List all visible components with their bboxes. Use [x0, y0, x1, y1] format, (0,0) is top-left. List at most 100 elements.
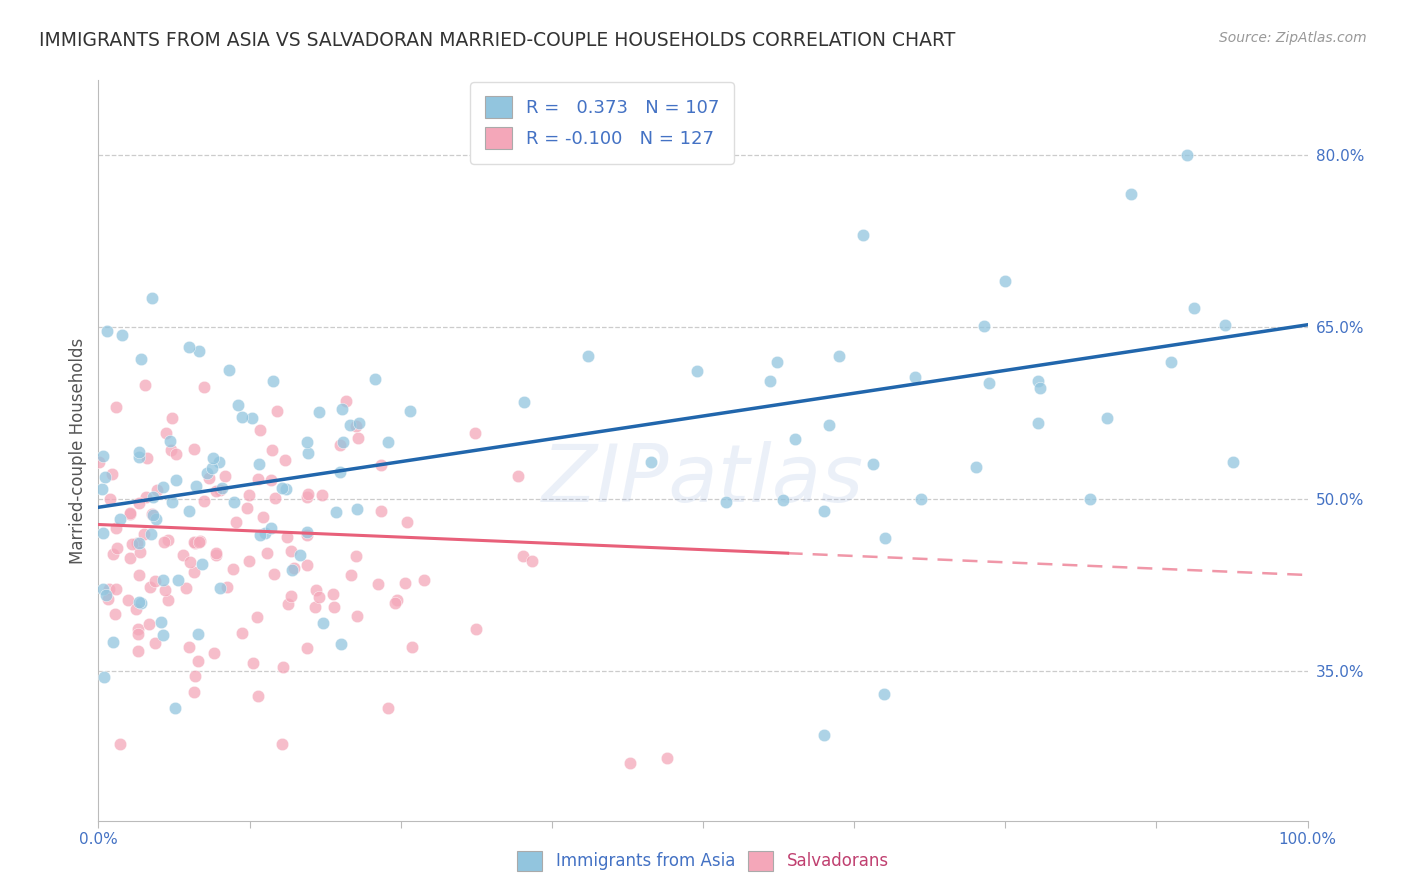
Point [128, 545, 150, 559]
Point [328, 437, 350, 451]
Point [131, 351, 153, 366]
Point [260, 473, 283, 487]
Point [329, 466, 352, 480]
Point [128, 567, 150, 582]
Point [330, 401, 353, 416]
Point [311, 488, 333, 502]
Point [238, 488, 260, 502]
Point [94, 470, 117, 484]
Point [97, 591, 120, 606]
Point [159, 434, 181, 449]
Point [105, 541, 128, 555]
Point [224, 494, 246, 508]
Point [91, 449, 114, 463]
Point [225, 515, 247, 529]
Point [394, 576, 416, 591]
Point [252, 510, 274, 524]
Point [412, 573, 434, 587]
Point [297, 446, 319, 460]
Point [143, 574, 166, 588]
Point [280, 563, 302, 577]
Point [270, 737, 292, 751]
Point [818, 418, 841, 433]
Point [141, 507, 163, 521]
Point [619, 756, 641, 771]
Point [96, 324, 118, 338]
Point [295, 434, 318, 449]
Text: Source: ZipAtlas.com: Source: ZipAtlas.com [1219, 31, 1367, 45]
Point [576, 350, 599, 364]
Point [640, 455, 662, 469]
Point [813, 727, 835, 741]
Point [312, 615, 335, 630]
Point [125, 601, 148, 615]
Point [150, 615, 173, 629]
Point [127, 626, 149, 640]
Point [129, 596, 152, 610]
Point [297, 487, 319, 501]
Point [295, 528, 318, 542]
Point [94, 588, 117, 602]
Point [141, 291, 163, 305]
Point [1222, 455, 1244, 469]
Point [128, 445, 150, 459]
Point [240, 411, 263, 425]
Point [139, 526, 162, 541]
Point [143, 636, 166, 650]
Point [852, 228, 875, 243]
Point [686, 364, 709, 378]
Point [1095, 411, 1118, 425]
Point [211, 481, 233, 495]
Legend: R =   0.373   N = 107, R = -0.100   N = 127: R = 0.373 N = 107, R = -0.100 N = 127 [470, 82, 734, 164]
Point [127, 643, 149, 657]
Point [339, 567, 361, 582]
Point [512, 549, 534, 564]
Point [183, 565, 205, 579]
Point [139, 580, 162, 594]
Point [105, 521, 128, 535]
Point [655, 750, 678, 764]
Point [370, 503, 392, 517]
Point [260, 521, 283, 535]
Point [335, 393, 357, 408]
Point [89, 455, 111, 469]
Point [91, 526, 114, 541]
Point [813, 504, 835, 518]
Point [332, 434, 354, 449]
Point [117, 593, 139, 607]
Point [242, 656, 264, 670]
Text: ZIPatlas: ZIPatlas [541, 441, 865, 519]
Point [184, 535, 207, 549]
Point [167, 573, 190, 587]
Point [398, 404, 420, 418]
Point [231, 409, 253, 424]
Point [385, 592, 408, 607]
Point [202, 646, 225, 660]
Point [165, 473, 187, 487]
Point [1078, 492, 1101, 507]
Point [204, 484, 226, 499]
Point [305, 582, 328, 597]
Point [153, 535, 176, 549]
Point [325, 505, 347, 519]
Point [295, 558, 318, 573]
Point [101, 467, 124, 482]
Point [201, 450, 224, 465]
Point [204, 548, 226, 562]
Point [127, 536, 149, 550]
Point [377, 700, 399, 714]
Point [191, 557, 214, 571]
Point [828, 349, 851, 363]
Point [344, 418, 367, 433]
Point [274, 453, 297, 467]
Point [1213, 318, 1236, 332]
Point [93, 670, 115, 684]
Point [862, 458, 884, 472]
Point [247, 457, 270, 471]
Point [187, 654, 209, 668]
Point [209, 483, 232, 497]
Point [174, 581, 197, 595]
Point [179, 555, 201, 569]
Point [188, 343, 211, 358]
Point [464, 425, 486, 440]
